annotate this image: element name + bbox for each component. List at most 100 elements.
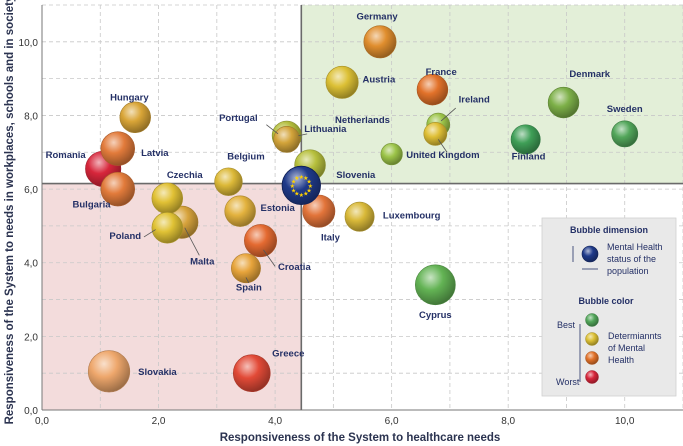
bubble-united-kingdom <box>423 122 448 146</box>
label-sweden: Sweden <box>607 104 643 115</box>
leader-line <box>437 139 448 153</box>
bubble-luxembourg <box>344 201 375 232</box>
bubble-hungary <box>119 101 151 133</box>
bubble-portugal <box>273 125 301 153</box>
legend-worst: Worst <box>556 377 580 387</box>
label-malta: Malta <box>190 257 215 268</box>
legend: Bubble dimension Mental Health status of t… <box>541 217 677 397</box>
bubble-finland <box>510 124 541 155</box>
legend-color-bubble <box>585 313 599 327</box>
legend-color-bubble <box>585 351 599 365</box>
leader-line <box>266 124 279 135</box>
bubble-croatia <box>244 224 277 258</box>
label-portugal: Portugal <box>219 113 258 124</box>
leader-line <box>298 133 308 137</box>
eu-star: ★ <box>299 192 304 199</box>
label-ireland: Ireland <box>459 95 490 106</box>
label-bulgaria: Bulgaria <box>73 200 112 211</box>
label-hungary: Hungary <box>110 93 149 104</box>
y-tick-label: 10,0 <box>19 38 39 49</box>
x-tick-label: 8,0 <box>501 416 515 427</box>
label-spain: Spain <box>236 282 262 293</box>
eu-star: ★ <box>303 175 308 182</box>
bubble-estonia <box>224 195 256 227</box>
eu-star: ★ <box>291 178 296 185</box>
bubble-cyprus <box>415 264 456 306</box>
leader-line <box>245 277 250 284</box>
leader-line <box>440 107 457 122</box>
eu-star: ★ <box>299 174 304 181</box>
label-netherlands: Netherlands <box>335 115 390 126</box>
bubble-germany <box>363 25 397 59</box>
eu-star: ★ <box>294 191 299 198</box>
legend-best: Best <box>557 320 576 330</box>
leader-line <box>143 229 156 238</box>
bubble-spain <box>231 253 261 284</box>
bubble-france <box>416 73 449 106</box>
bubble-slovakia <box>87 350 131 393</box>
y-tick-label: 4,0 <box>24 259 38 270</box>
good-quadrant <box>301 5 683 184</box>
label-croatia: Croatia <box>278 262 311 273</box>
label-belgium: Belgium <box>227 152 264 163</box>
y-tick-label: 6,0 <box>24 185 38 196</box>
bubble-poland <box>151 212 183 244</box>
eu-star: ★ <box>308 183 313 190</box>
label-austria: Austria <box>363 74 396 85</box>
label-cyprus: Cyprus <box>419 310 452 321</box>
label-romania: Romania <box>46 150 87 161</box>
x-tick-label: 10,0 <box>615 416 635 427</box>
legend-dimension-text: population <box>607 266 649 276</box>
label-finland: Finland <box>512 152 546 163</box>
x-tick-label: 4,0 <box>268 416 282 427</box>
bubble-bulgaria <box>100 171 135 207</box>
eu-star: ★ <box>306 178 311 185</box>
bubble-czechia <box>151 182 183 214</box>
label-slovenia: Slovenia <box>336 170 376 181</box>
label-germany: Germany <box>356 12 398 23</box>
eu-star: ★ <box>290 183 295 190</box>
x-axis-title: Responsiveness of the System to healthca… <box>220 432 501 444</box>
legend-color-text: Determiannts <box>608 331 662 341</box>
legend-dimension-title: Bubble dimension <box>570 225 648 235</box>
bubble-belgium <box>214 167 243 196</box>
y-axis-title: Responsiveness of the System to needs in… <box>4 0 16 424</box>
legend-color-text: of Mental <box>608 343 645 353</box>
bubble-netherlands <box>380 143 403 166</box>
legend-color-bubble <box>585 370 599 384</box>
leader-line <box>263 249 276 267</box>
y-tick-label: 2,0 <box>24 332 38 343</box>
label-luxembourg: Luxembourg <box>383 211 441 222</box>
bubble-austria <box>325 65 359 99</box>
bubble-sweden <box>611 120 639 148</box>
label-slovakia: Slovakia <box>138 367 177 378</box>
y-tick-label: 8,0 <box>24 111 38 122</box>
label-italy: Italy <box>321 233 341 244</box>
eu-bubble <box>281 165 321 206</box>
label-lithuania: Lithuania <box>304 124 347 135</box>
legend-dimension-text: Mental Health <box>607 242 663 252</box>
bubble-latvia <box>100 131 135 166</box>
eu-star: ★ <box>291 187 296 194</box>
bubble-italy <box>302 194 336 228</box>
label-denmark: Denmark <box>569 69 610 80</box>
label-united-kingdom: United Kingdom <box>406 150 479 161</box>
y-tick-label: 0,0 <box>24 406 38 417</box>
bubble-greece <box>233 354 271 392</box>
eu-star: ★ <box>306 187 311 194</box>
legend-dimension-text: status of the <box>607 254 656 264</box>
x-tick-label: 0,0 <box>35 416 49 427</box>
legend-dimension-bubble <box>581 245 599 263</box>
bubble-denmark <box>547 86 580 119</box>
legend-color-bubble <box>585 332 599 346</box>
legend-box <box>541 217 677 397</box>
eu-star: ★ <box>303 191 308 198</box>
label-greece: Greece <box>272 349 304 360</box>
label-czechia: Czechia <box>167 170 204 181</box>
legend-color-title: Bubble color <box>578 296 633 306</box>
label-france: France <box>426 67 457 78</box>
legend-color-text: Health <box>608 355 634 365</box>
label-latvia: Latvia <box>141 148 169 159</box>
label-estonia: Estonia <box>261 203 296 214</box>
